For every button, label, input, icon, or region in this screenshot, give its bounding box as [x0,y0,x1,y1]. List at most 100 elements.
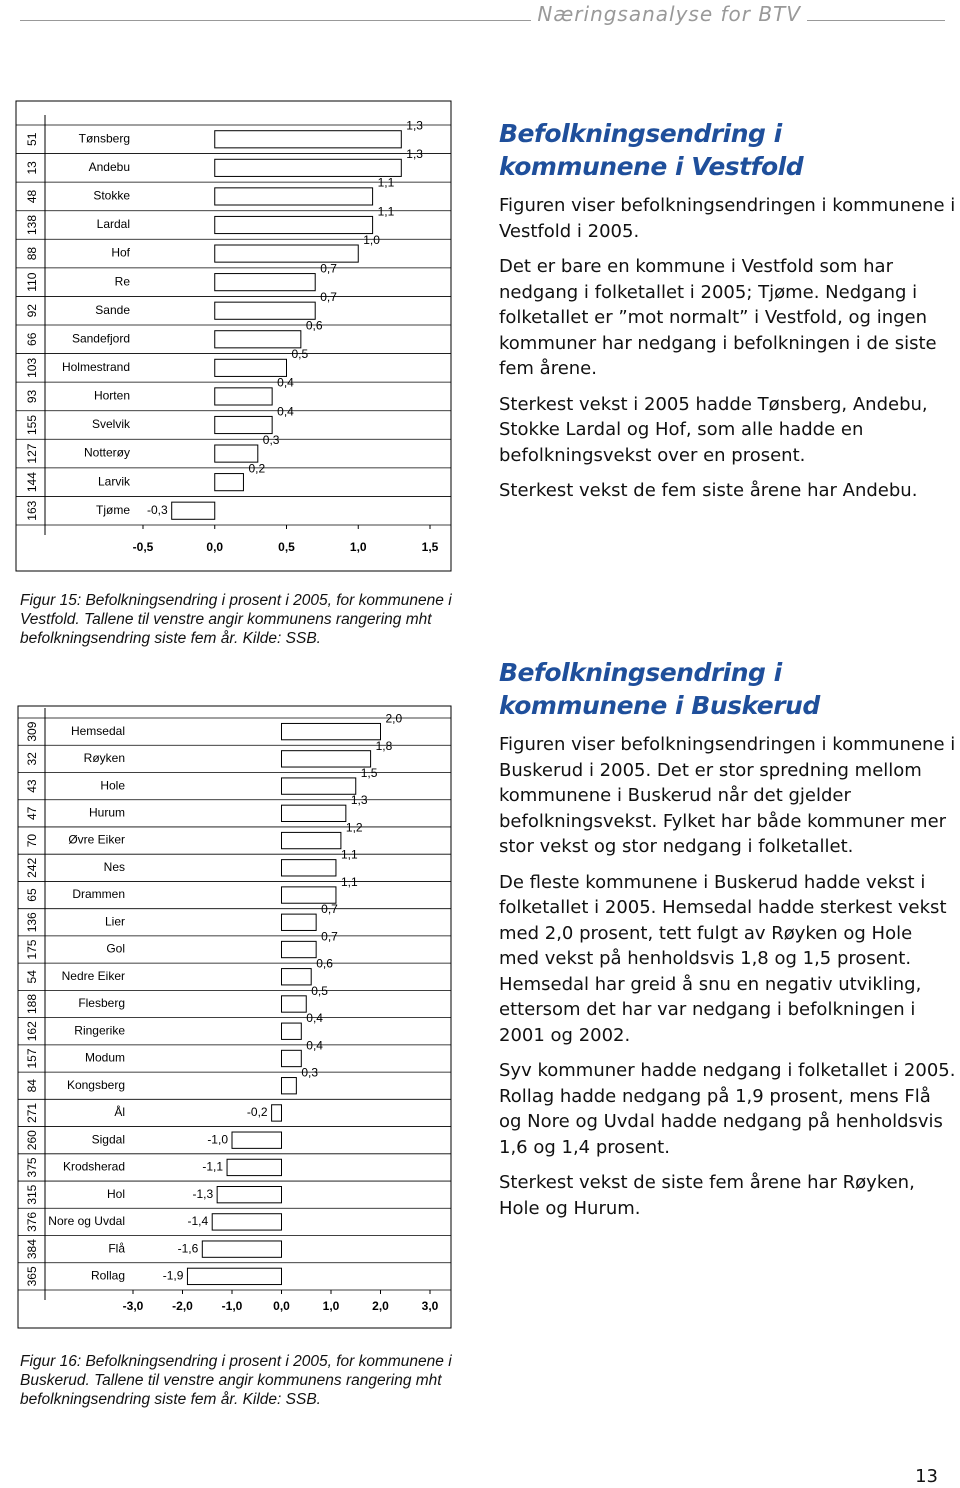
category-label: Modum [85,1051,125,1065]
paragraph: De fleste kommunene i Buskerud hadde vek… [499,871,947,1046]
category-label: Tønsberg [79,131,130,145]
rank-label: 48 [25,189,39,203]
rank-label: 162 [25,1021,39,1041]
rank-label: 144 [25,472,39,492]
chart-frame [17,705,452,1329]
header-rule [807,20,945,21]
category-label: Hole [100,778,125,792]
value-label: -1,9 [163,1269,184,1283]
paragraph: Sterkest vekst i 2005 hadde Tønsberg, An… [499,393,928,466]
category-label: Nes [104,860,125,874]
rank-label: 65 [25,888,39,902]
section: Befolkningsendring i kommunene i Vestfol… [499,117,957,514]
value-label: 1,2 [346,820,363,834]
rank-label: 163 [25,500,39,520]
rank-label: 93 [25,389,39,403]
value-label: 1,5 [361,766,378,780]
category-label: Sigdal [92,1132,125,1146]
rank-label: 92 [25,304,39,318]
x-tick-label: 2,0 [372,1299,389,1313]
value-label: 0,7 [321,902,338,916]
category-label: Røyken [84,751,125,765]
x-tick-label: -2,0 [172,1299,193,1313]
value-label: 0,3 [301,1066,318,1080]
bar [214,387,273,406]
rank-label: 155 [25,415,39,435]
paragraph: Sterkest vekst de fem siste årene har An… [499,480,918,501]
category-label: Ål [114,1104,125,1119]
header-rule [20,20,532,21]
x-tick-label: 0,5 [278,540,295,554]
bar [214,358,287,377]
section: Befolkningsendring i kommunene i Buskeru… [499,656,957,1231]
header-title: Næringsanalyse for BTV [537,2,801,26]
page-number: 13 [915,1466,938,1487]
value-label: 0,3 [263,433,280,447]
value-label: -1,4 [188,1214,209,1228]
bar [281,968,312,986]
x-tick-label: 0,0 [206,540,223,554]
bar [214,187,374,206]
value-label: 1,3 [351,793,368,807]
value-label: 1,0 [363,233,380,247]
rank-label: 110 [25,272,39,291]
category-label: Tjøme [96,503,130,517]
caption: Figur 15: Befolkningsendring i prosent i… [20,592,452,647]
bar [281,859,337,877]
category-label: Svelvik [92,417,131,431]
rank-label: 175 [25,939,39,959]
bar [214,330,302,349]
category-label: Hemsedal [71,724,125,738]
category-label: Rollag [91,1269,125,1283]
bar [216,1185,282,1204]
rank-label: 260 [25,1130,39,1150]
category-label: Nore og Uvdal [48,1214,125,1228]
rank-label: 13 [25,161,39,175]
x-tick-label: 0,0 [273,1299,290,1313]
bar [214,301,316,320]
bar [171,501,216,520]
bar [214,273,316,292]
bar [281,722,381,741]
category-label: Øvre Eiker [68,833,125,847]
rank-label: 103 [25,358,39,378]
rank-label: 70 [25,834,39,848]
value-label: 0,7 [321,929,338,943]
category-label: Holmestrand [62,360,130,374]
bar [281,831,342,850]
category-label: Flå [108,1241,125,1255]
category-label: Notterøy [84,446,130,460]
category-label: Hol [107,1187,125,1201]
bar [281,1022,302,1040]
category-label: Stokke [93,189,130,203]
chart: 51 Tønsberg 1,3 13 Andebu 1,3 48 Stokke 1,1 138 La… [15,100,452,572]
category-label: Andebu [89,160,130,174]
rank-label: 136 [25,912,39,932]
value-label: 1,3 [406,147,423,161]
rank-label: 54 [25,970,39,984]
x-tick-label: -3,0 [123,1299,144,1313]
bar [214,444,259,463]
bar [226,1158,283,1177]
bar [214,130,402,149]
value-label: 0,6 [316,957,333,971]
value-label: -1,1 [202,1160,223,1174]
paragraph: Det er bare en kommune i Vestfold som ha… [499,256,937,379]
category-label: Drammen [72,887,125,901]
category-label: Horten [94,389,130,403]
rank-label: 127 [25,443,39,463]
rank-label: 51 [25,132,39,146]
category-label: Flesberg [78,996,125,1010]
category-label: Hof [111,246,130,260]
bar [214,473,244,492]
section-heading: Befolkningsendring i kommunene i Vestfol… [499,119,804,181]
value-label: 0,7 [320,290,337,304]
bar [211,1213,282,1231]
value-label: -1,3 [192,1187,213,1201]
paragraph: Sterkest vekst de siste fem årene har Rø… [499,1172,915,1219]
caption: Figur 16: Befolkningsendring i prosent i… [20,1353,452,1408]
bar [201,1240,282,1258]
rank-label: 88 [25,247,39,261]
chart-frame [15,100,452,572]
